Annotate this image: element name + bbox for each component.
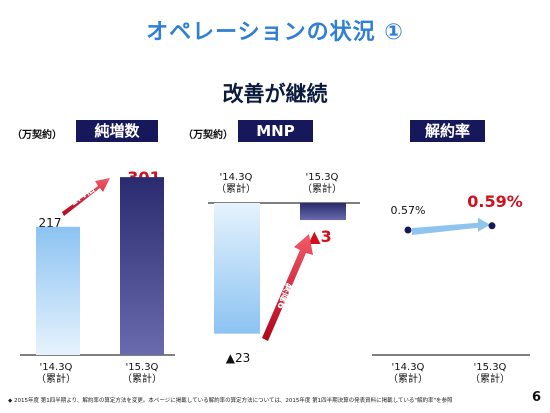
point-churn-0 [404,226,412,234]
footnote: ◆ 2015年度 第1四半期より、解約率の算定方法を変更。本ページに掲載している… [8,398,453,404]
value-label-churn-0: 0.57% [390,204,426,217]
tick-mnp-0: '14.3Q （累計） [206,172,266,196]
value-label-churn-1: 0.59% [467,192,523,211]
header-net-adds: 純増数 [76,120,158,142]
value-label-mnp-1: ▲3 [308,227,332,246]
point-churn-1 [488,222,496,230]
unit-label-mnp: （万契約） [183,130,233,141]
tick-net-adds-1: '15.3Q （累計） [112,362,172,386]
bar-net-adds-0 [36,226,80,355]
tick-mnp-1: '15.3Q （累計） [292,172,352,196]
value-label-net-adds-0: 217 [38,216,62,230]
annotation-net-adds: 1.4倍 [67,182,97,209]
tick-net-adds-0-line: '14.3Q （累計） [36,362,76,385]
tick-net-adds-0: '14.3Q （累計） [26,362,86,386]
growth-arrow-net-adds [62,178,110,216]
page-subtitle: 改善が継続 [222,82,328,106]
annotation-mnp: 9割減 [275,282,298,312]
tick-churn-1: '15.3Q （累計） [460,362,520,386]
page-title: オペレーションの状況 ① [146,20,404,45]
header-churn: 解約率 [410,120,485,142]
tick-mnp-1-line: '15.3Q （累計） [302,172,342,195]
tick-mnp-0-line: '14.3Q （累計） [216,172,256,195]
tick-net-adds-1-line: '15.3Q （累計） [122,362,162,385]
bar-mnp-1 [300,203,346,221]
header-mnp: MNP [238,120,313,142]
tick-churn-0-line: '14.3Q （累計） [388,362,428,385]
bar-mnp-0 [214,203,260,334]
reduction-arrow-mnp [262,234,313,341]
value-label-mnp-0: ▲23 [225,351,251,365]
page-number: 6 [532,390,542,405]
unit-label-net-adds: （万契約） [12,130,62,141]
trend-arrow-churn [412,217,490,235]
tick-churn-0: '14.3Q （累計） [378,362,438,386]
tick-churn-1-line: '15.3Q （累計） [470,362,510,385]
bar-net-adds-1 [120,177,164,355]
